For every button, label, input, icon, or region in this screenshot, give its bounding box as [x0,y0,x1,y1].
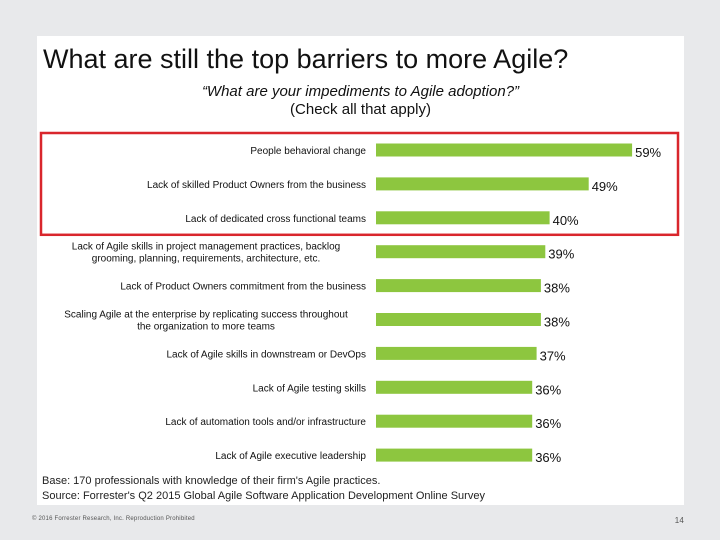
chart-notes: Base: 170 professionals with knowledge o… [42,474,485,504]
category-label-6-line-2: the organization to more teams [137,322,275,333]
bar-5 [376,279,541,293]
category-label-2: Lack of skilled Product Owners from the … [147,180,366,191]
value-label-4: 39% [548,247,574,262]
category-label-10: Lack of Agile executive leadership [215,451,366,462]
slide-title: What are still the top barriers to more … [43,44,569,74]
highlight-box [39,131,680,237]
value-label-1: 59% [635,145,661,160]
value-label-9: 36% [535,416,561,431]
category-label-3: Lack of dedicated cross functional teams [185,214,366,225]
page-number: 14 [674,516,684,525]
survey-instruction: (Check all that apply) [290,101,431,118]
bar-7 [376,346,537,360]
category-label-4-line-1: Lack of Agile skills in project manageme… [72,242,340,253]
value-label-10: 36% [535,450,561,465]
bar-3 [376,211,550,225]
category-label-9: Lack of automation tools and/or infrastr… [165,417,366,428]
bar-9 [376,414,533,428]
category-label-5: Lack of Product Owners commitment from t… [120,282,366,293]
bar-8 [376,380,533,394]
value-label-2: 49% [592,179,618,194]
value-label-7: 37% [540,348,566,363]
category-label-8: Lack of Agile testing skills [253,383,366,394]
slide-background [37,36,684,505]
category-label-1: People behavioral change [250,146,366,157]
base-note: Base: 170 professionals with knowledge o… [42,475,381,487]
value-label-8: 36% [535,382,561,397]
source-note: Source: Forrester's Q2 2015 Global Agile… [42,490,485,502]
category-label-7: Lack of Agile skills in downstream or De… [166,349,366,360]
bar-2 [376,177,589,191]
value-label-3: 40% [553,213,579,228]
value-label-6: 38% [544,315,570,330]
survey-question: “What are your impediments to Agile adop… [201,83,520,100]
bar-4 [376,245,546,259]
bar-6 [376,313,541,326]
copyright-footer: © 2016 Forrester Research, Inc. Reproduc… [32,516,195,522]
bar-1 [376,143,633,157]
category-label-6-line-1: Scaling Agile at the enterprise by repli… [64,310,348,321]
bar-10 [376,448,533,462]
category-label-4-line-2: grooming, planning, requirements, archit… [92,254,320,265]
value-label-5: 38% [544,281,570,296]
